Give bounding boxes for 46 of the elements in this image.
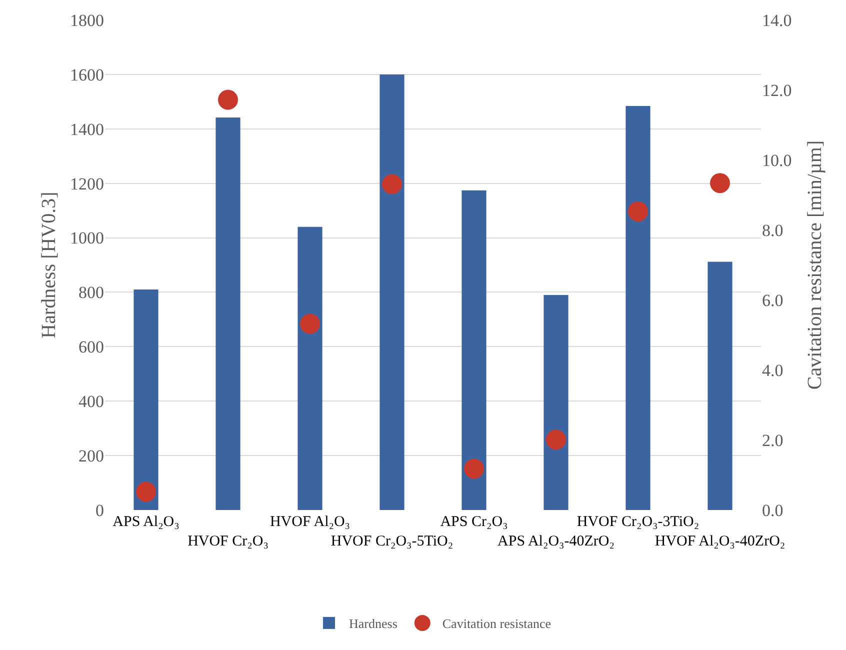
y2-tick-label: 12.0 [762, 80, 792, 100]
y-tick-label: 1200 [70, 174, 104, 194]
legend-label: Cavitation resistance [442, 616, 552, 632]
x-tick-label: HVOF Cr₂O₃ [188, 534, 268, 550]
point [218, 90, 238, 110]
bar [298, 226, 322, 510]
y2-axis-title: Cavitation resistance [min/µm] [804, 140, 826, 390]
y-tick-label: 1400 [70, 120, 104, 139]
y-tick-label: 800 [78, 283, 104, 302]
legend-label: Hardness [349, 616, 398, 632]
x-tick-label: HVOF Cr₂O₃-5TiO₂ [330, 534, 454, 550]
bar [544, 294, 568, 510]
y-tick-label: 1600 [70, 65, 104, 84]
y2-tick-label: 6.0 [762, 290, 784, 310]
point [546, 430, 566, 450]
bar [626, 106, 650, 510]
x-tick-label: APS Cr₂O₃ [440, 514, 508, 530]
x-tick-label: APS Al₂O₃-40ZrO₂ [498, 534, 614, 550]
y-tick-label: 600 [78, 338, 104, 357]
bar [216, 117, 240, 510]
bar [462, 190, 486, 510]
x-tick-label: APS Al₂O₃ [112, 514, 180, 530]
point [382, 174, 402, 194]
bar [380, 74, 404, 510]
bar [134, 290, 158, 510]
point [628, 201, 648, 222]
x-tick-label: HVOF Al₂O₃-40ZrO₂ [654, 534, 786, 550]
point [300, 314, 320, 334]
y2-tick-label: 8.0 [762, 220, 784, 240]
y-tick-label: 0 [96, 500, 104, 520]
y2-tick-label: 2.0 [762, 430, 784, 450]
point [710, 173, 730, 194]
point [136, 482, 156, 502]
point [464, 458, 484, 479]
x-tick-label: HVOF Al₂O₃ [270, 514, 350, 530]
y2-tick-label: 0.0 [762, 500, 784, 520]
x-tick-label: HVOF Cr₂O₃-3TiO₂ [576, 514, 700, 530]
y2-tick-label: 10.0 [762, 150, 792, 170]
y-axis-title: Hardness [HV0.3] [38, 192, 60, 338]
y-tick-label: 400 [78, 392, 104, 412]
y2-tick-label: 4.0 [762, 360, 784, 380]
y-tick-label: 1800 [70, 10, 104, 30]
y2-tick-label: 14.0 [762, 10, 792, 30]
bar [708, 262, 732, 510]
y-tick-label: 200 [78, 446, 104, 466]
y-tick-label: 1000 [70, 228, 104, 248]
